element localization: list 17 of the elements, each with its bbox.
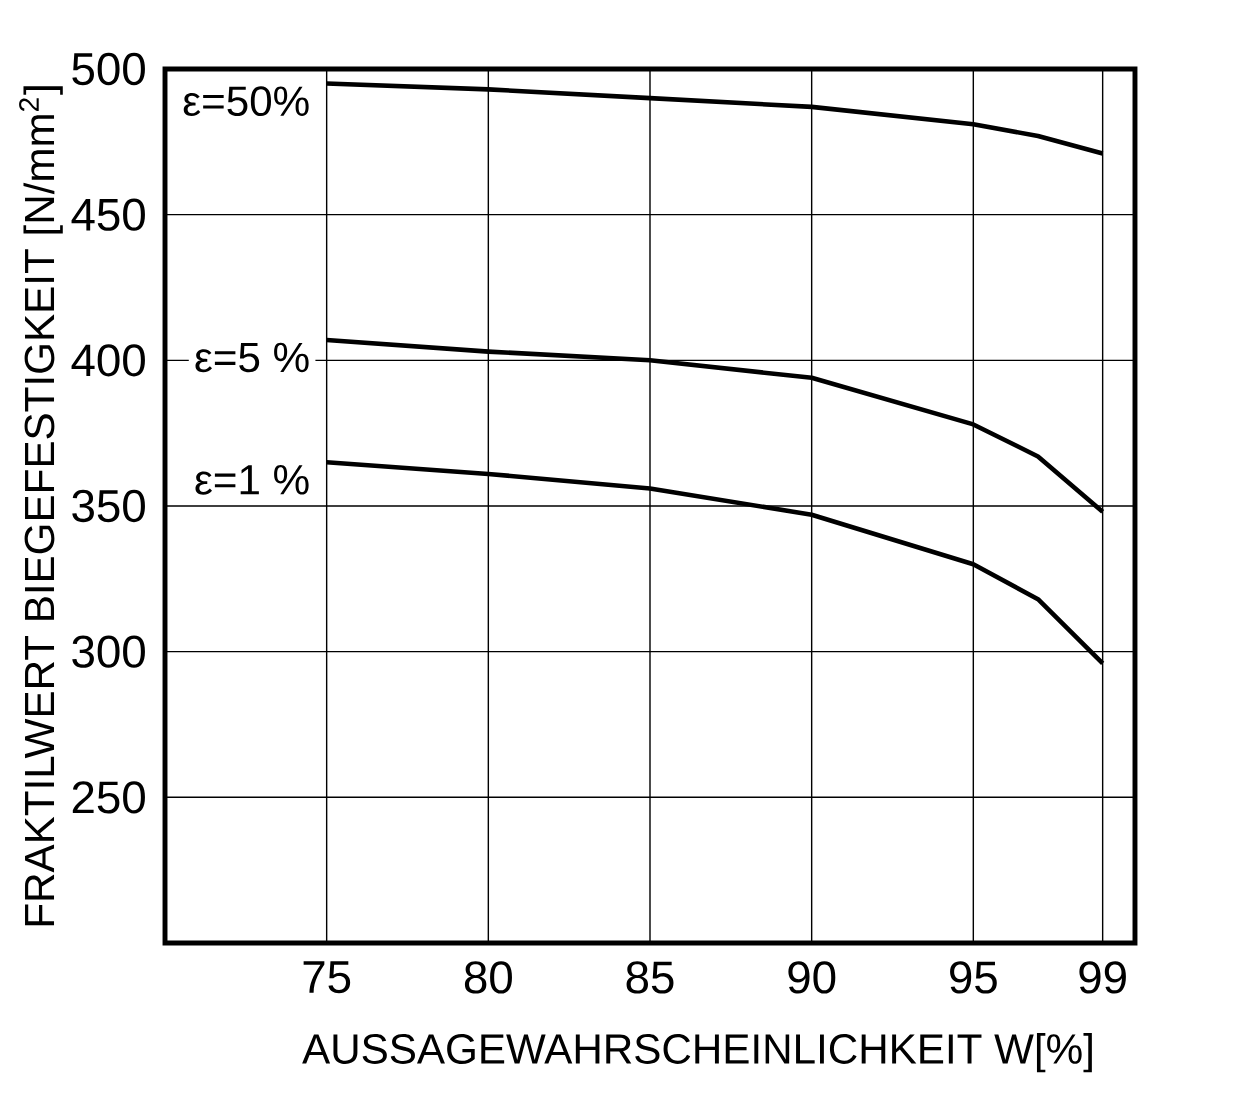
y-tick-label: 350 <box>72 489 145 523</box>
y-axis-title: FRAKTILWERT BIEGEFESTIGKEIT [N/mm$^{2}$] <box>19 86 63 926</box>
series-label: ε=5 % <box>195 342 309 373</box>
y-tick-label: 500 <box>72 52 145 86</box>
x-tick-label: 99 <box>1079 961 1126 994</box>
y-tick-label: 400 <box>71 344 145 377</box>
x-axis-title: AUSSAGEWAHRSCHEINLICHKEIT W[%] <box>302 1032 1092 1073</box>
x-tick-label: 75 <box>303 961 351 994</box>
y-tick-label: 250 <box>72 781 145 814</box>
y-tick-label: 300 <box>72 635 145 668</box>
y-tick-label: 450 <box>71 198 145 231</box>
series-label: ε=1 % <box>195 465 309 495</box>
x-tick-label: 90 <box>788 961 836 994</box>
x-tick-label: 95 <box>950 961 997 994</box>
x-tick-label: 85 <box>626 961 674 994</box>
series-label: ε=50% <box>183 86 309 117</box>
x-tick-label: 80 <box>464 961 512 994</box>
